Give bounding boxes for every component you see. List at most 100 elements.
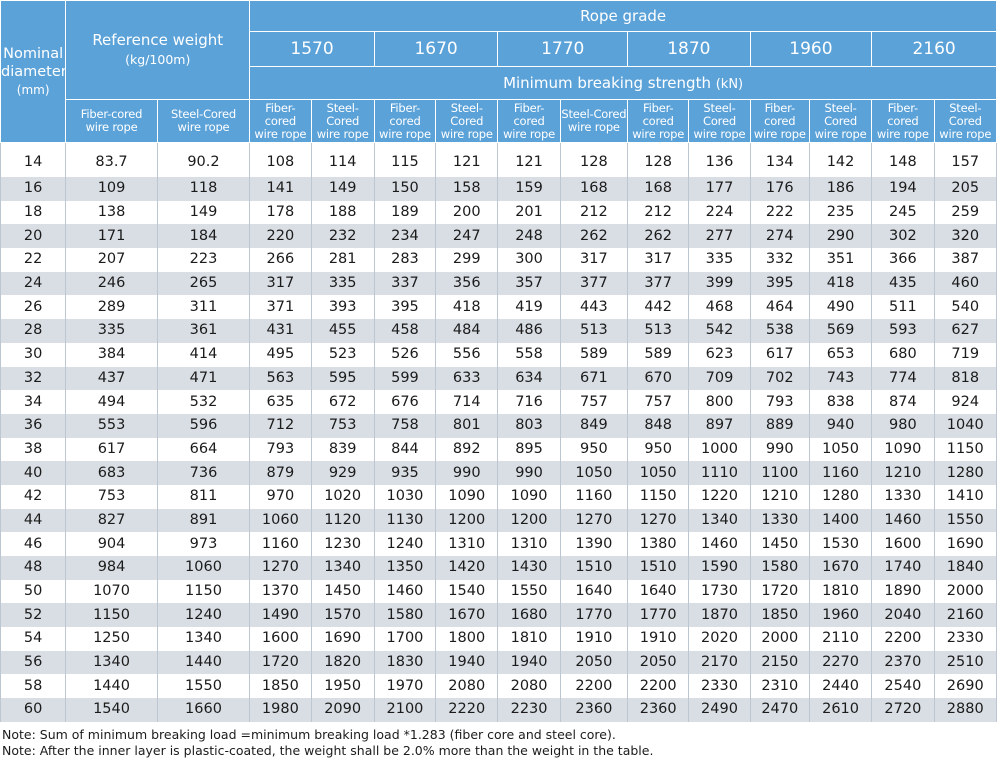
table-row: 42 753 811 970 1020 1030 1090 1090 1160 1150 1220 1… <box>0 484 997 509</box>
reference-weight-cell: 827 <box>65 508 158 533</box>
breaking-strength-cell: 1410 <box>933 484 997 509</box>
breaking-strength-cell: 935 <box>373 461 437 485</box>
breaking-strength-cell: 538 <box>749 319 810 343</box>
breaking-strength-cell: 220 <box>249 224 312 249</box>
reference-weight-cell: 118 <box>156 177 251 201</box>
breaking-strength-cell: 800 <box>688 390 751 414</box>
reference-weight-cell: 984 <box>65 556 158 580</box>
breaking-strength-cell: 1510 <box>627 556 690 580</box>
nominal-label-line1: Nominal <box>3 45 64 62</box>
reference-weight-cell: 207 <box>65 248 158 272</box>
table-row: 34 494 532 635 672 676 714 716 757 757 800 793 838 87… <box>0 390 997 414</box>
table-body: 14 83.7 90.2 108 114 115 121 121 128 128 136 134 142… <box>0 142 997 722</box>
breaking-strength-cell: 371 <box>249 295 312 320</box>
core-type-line2: wire rope <box>632 126 685 141</box>
breaking-strength-cell: 1340 <box>688 508 751 533</box>
nominal-diameter-cell: 58 <box>0 674 67 699</box>
table-row: 16 109 118 141 149 150 158 159 168 168 177 176 186 19… <box>0 177 997 201</box>
grade-1570-core-type-steel: Steel-Cored wire rope <box>310 99 375 143</box>
breaking-strength-cell: 2080 <box>497 674 561 699</box>
breaking-strength-cell: 150 <box>373 177 437 201</box>
breaking-strength-cell: 709 <box>688 366 751 391</box>
breaking-strength-cell: 262 <box>627 224 690 249</box>
breaking-strength-cell: 1490 <box>249 603 312 628</box>
grade-1960-core-type-fiber: Fiber-cored wire rope <box>749 99 810 143</box>
breaking-strength-cell: 283 <box>373 248 437 272</box>
breaking-strength-cell: 418 <box>808 271 873 296</box>
breaking-strength-cell: 1110 <box>688 461 751 485</box>
reference-weight-label: Reference weight <box>92 31 224 49</box>
breaking-strength-cell: 366 <box>871 248 935 272</box>
breaking-strength-cell: 357 <box>497 271 561 296</box>
nominal-diameter-cell: 28 <box>0 319 67 343</box>
reference-weight-cell: 414 <box>156 342 251 367</box>
core-type-line2: wire rope <box>177 120 230 134</box>
breaking-strength-cell: 176 <box>749 177 810 201</box>
reference-weight-cell: 1150 <box>65 603 158 628</box>
breaking-strength-cell: 1370 <box>249 579 312 604</box>
breaking-strength-cell: 623 <box>688 342 751 367</box>
breaking-strength-cell: 395 <box>373 295 437 320</box>
breaking-strength-cell: 1390 <box>559 532 629 556</box>
breaking-strength-cell: 680 <box>871 342 935 367</box>
breaking-strength-cell: 128 <box>627 142 690 177</box>
breaking-strength-cell: 2330 <box>933 627 997 651</box>
nominal-diameter-cell: 36 <box>0 413 67 438</box>
table-row: 50 1070 1150 1370 1450 1460 1540 1550 1640 1640 17… <box>0 579 997 604</box>
breaking-strength-cell: 2040 <box>871 603 935 628</box>
rope-grade-header: Rope grade <box>249 0 997 32</box>
reference-weight-cell: 683 <box>65 461 158 485</box>
breaking-strength-cell: 351 <box>808 248 873 272</box>
breaking-strength-cell: 1580 <box>373 603 437 628</box>
breaking-strength-cell: 2200 <box>559 674 629 699</box>
table-row: 40 683 736 879 929 935 990 990 1050 1050 1110 1100 1… <box>0 461 997 485</box>
breaking-strength-cell: 1460 <box>871 508 935 533</box>
breaking-strength-cell: 320 <box>933 224 997 249</box>
breaking-strength-cell: 1460 <box>373 579 437 604</box>
reference-weight-cell: 1440 <box>65 674 158 699</box>
reference-weight-cell: 891 <box>156 508 251 533</box>
grade-1570: 1570 <box>249 31 375 67</box>
breaking-strength-cell: 757 <box>559 390 629 414</box>
breaking-strength-cell: 1590 <box>688 556 751 580</box>
breaking-strength-cell: 1700 <box>373 627 437 651</box>
breaking-strength-cell: 889 <box>749 413 810 438</box>
breaking-strength-cell: 702 <box>749 366 810 391</box>
breaking-strength-cell: 757 <box>627 390 690 414</box>
breaking-strength-cell: 2200 <box>871 627 935 651</box>
breaking-strength-cell: 232 <box>310 224 375 249</box>
table-header: Nominal diameter (mm) Reference weight (… <box>0 0 997 143</box>
breaking-strength-cell: 1890 <box>871 579 935 604</box>
breaking-strength-cell: 1550 <box>497 579 561 604</box>
breaking-strength-cell: 1690 <box>310 627 375 651</box>
breaking-strength-cell: 513 <box>559 319 629 343</box>
breaking-strength-cell: 653 <box>808 342 873 367</box>
breaking-strength-cell: 281 <box>310 248 375 272</box>
reference-weight-cell: 361 <box>156 319 251 343</box>
breaking-strength-cell: 266 <box>249 248 312 272</box>
table-row: 38 617 664 793 839 844 892 895 950 950 1000 990 1050… <box>0 437 997 462</box>
breaking-strength-cell: 1200 <box>435 508 499 533</box>
nominal-diameter-cell: 42 <box>0 484 67 509</box>
breaking-strength-cell: 589 <box>559 342 629 367</box>
breaking-strength-cell: 2230 <box>497 698 561 722</box>
core-type-line2: wire rope <box>753 126 806 141</box>
breaking-strength-cell: 442 <box>627 295 690 320</box>
grade-1570-core-type-fiber: Fiber-cored wire rope <box>249 99 312 143</box>
breaking-strength-cell: 1220 <box>688 484 751 509</box>
table-row: 54 1250 1340 1600 1690 1700 1800 1810 1910 1910 20… <box>0 627 997 651</box>
reference-weight-cell: 973 <box>156 532 251 556</box>
reference-weight-cell: 1540 <box>65 698 158 722</box>
breaking-strength-cell: 542 <box>688 319 751 343</box>
nominal-diameter-cell: 30 <box>0 342 67 367</box>
breaking-strength-cell: 714 <box>435 390 499 414</box>
breaking-strength-cell: 2000 <box>749 627 810 651</box>
core-type-line1: Steel-Cored <box>824 100 858 128</box>
breaking-strength-cell: 1160 <box>249 532 312 556</box>
breaking-strength-cell: 317 <box>627 248 690 272</box>
reference-weight-cell: 596 <box>156 413 251 438</box>
breaking-strength-cell: 838 <box>808 390 873 414</box>
breaking-strength-cell: 1280 <box>933 461 997 485</box>
core-type-line1: Fiber-cored <box>764 100 796 128</box>
breaking-strength-cell: 259 <box>933 200 997 225</box>
